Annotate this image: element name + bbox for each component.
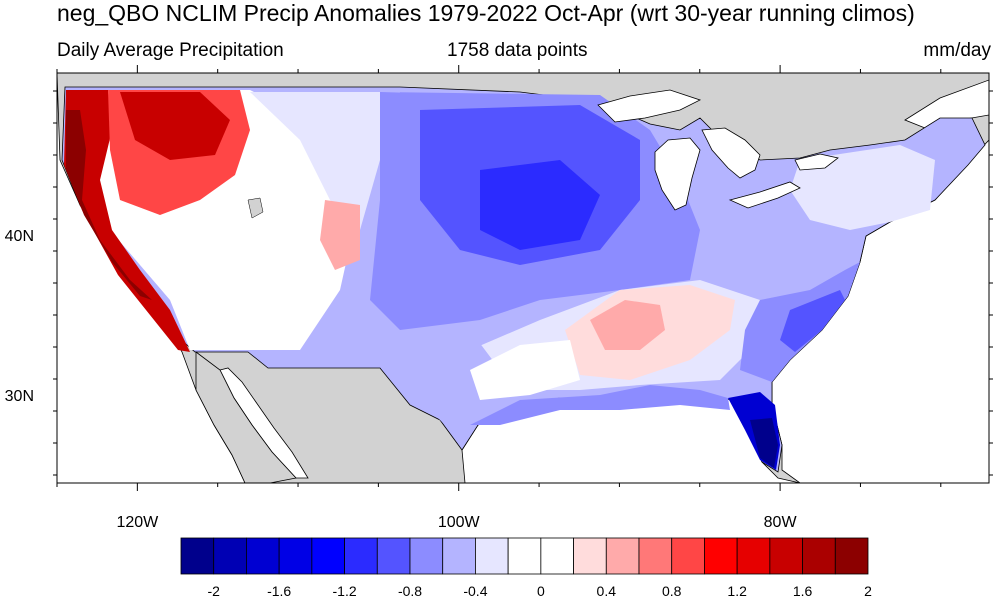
colorbar-swatch xyxy=(409,537,444,575)
colorbar-label: 1.2 xyxy=(727,583,747,597)
colorbar-swatch xyxy=(376,537,411,575)
latitude-labels: 40N 30N xyxy=(5,228,34,405)
colorbar-label: -0.8 xyxy=(398,583,422,597)
colorbar-label: -2 xyxy=(207,583,220,597)
baja-land xyxy=(195,351,297,483)
colorbar-swatch xyxy=(180,537,215,575)
colorbar-label: 1.6 xyxy=(793,583,813,597)
great-lakes xyxy=(597,89,839,211)
map-title: neg_QBO NCLIM Precip Anomalies 1979-2022… xyxy=(57,0,915,26)
colorbar-label: -0.4 xyxy=(463,583,487,597)
great-salt-lake xyxy=(247,197,264,219)
wasatch-wet xyxy=(320,200,360,270)
colorbar-swatch xyxy=(344,537,378,575)
florida-extreme xyxy=(750,418,778,468)
colorbar-label: 0.4 xyxy=(597,583,617,597)
colorbar-swatch xyxy=(573,537,607,575)
carolina-coast-dry xyxy=(780,290,845,352)
colorbar-swatch xyxy=(834,537,869,575)
colorbar-label: -1.6 xyxy=(267,583,291,597)
colorbar-swatch xyxy=(278,537,313,575)
lake-erie xyxy=(728,181,801,209)
colorbar-label: 0.8 xyxy=(662,583,682,597)
gulf-coast-white xyxy=(470,340,580,400)
subtitle-count: 1758 data points xyxy=(447,40,588,61)
colorbar-swatch xyxy=(671,537,705,575)
gulf-coast-dry xyxy=(470,385,730,425)
northwest-core xyxy=(120,92,230,160)
colorbar-swatch xyxy=(540,537,574,575)
anomaly-layer xyxy=(64,90,935,470)
longitude-labels: 120W 100W 80W xyxy=(116,514,797,531)
colorbar: -2 -1.6 -1.2 -0.8 -0.4 0 0.4 0.8 1.2 1.6 2 xyxy=(180,537,872,597)
map-frame xyxy=(56,72,990,484)
coast-extreme xyxy=(66,110,152,300)
colorbar-swatch xyxy=(704,537,738,575)
west-high-region xyxy=(250,92,400,230)
colorbar-swatch xyxy=(736,537,771,575)
lake-huron xyxy=(701,127,761,179)
colorbar-swatch xyxy=(638,537,673,575)
lake-michigan xyxy=(654,137,701,211)
colorbar-swatch xyxy=(507,537,542,575)
north-central-min xyxy=(480,160,600,250)
colorbar-swatch xyxy=(802,537,836,575)
colorbar-label: -1.2 xyxy=(333,583,357,597)
map-content xyxy=(57,73,989,483)
colorbar-swatch xyxy=(475,537,509,575)
southeast-wet-core xyxy=(590,300,665,350)
lon-label: 100W xyxy=(438,514,481,531)
texas-dry xyxy=(380,330,500,430)
lon-label: 80W xyxy=(764,514,798,531)
subtitle-units: mm/day xyxy=(923,40,991,61)
lake-superior xyxy=(597,89,702,123)
lake-ontario xyxy=(794,153,839,171)
colorbar-swatch xyxy=(311,537,345,575)
subtitle-variable: Daily Average Precipitation xyxy=(57,40,284,61)
colorbar-label: 2 xyxy=(864,583,872,597)
colorbar-swatch xyxy=(605,537,640,575)
colorbar-swatch xyxy=(213,537,247,575)
lon-label: 120W xyxy=(116,514,159,531)
colorbar-swatch xyxy=(442,537,476,575)
lat-label: 30N xyxy=(5,388,34,405)
lat-label: 40N xyxy=(5,228,34,245)
colorbar-swatch xyxy=(246,537,280,575)
west-coast-wet xyxy=(64,90,190,352)
axis-ticks xyxy=(53,65,993,491)
colorbar-swatch xyxy=(769,537,803,575)
colorbar-label: 0 xyxy=(537,583,545,597)
